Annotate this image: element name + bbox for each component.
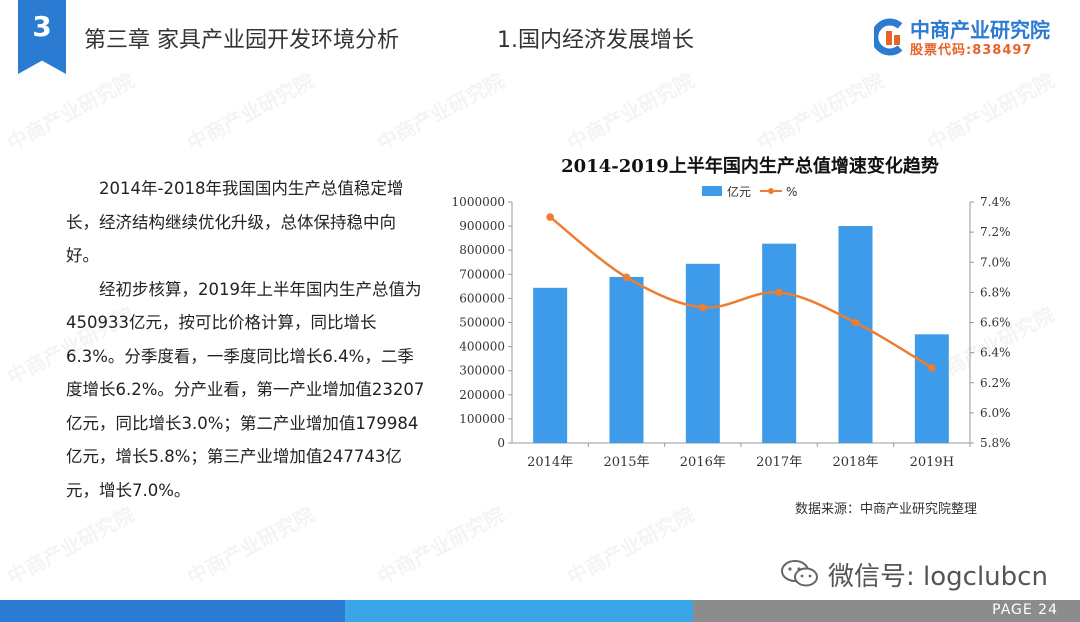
chapter-title: 第三章 家具产业园开发环境分析 [84, 28, 399, 53]
paragraph: 经初步核算，2019年上半年国内生产总值为450933亿元，按可比价格计算，同比… [66, 279, 425, 500]
watermark: 中商产业研究院 [373, 68, 509, 156]
line-point [775, 288, 783, 297]
watermark: 中商产业研究院 [3, 502, 139, 590]
bar [685, 263, 720, 443]
y-tick-label-left: 1000000 [452, 195, 505, 209]
series-line-percent [549, 216, 933, 369]
watermark: 中商产业研究院 [373, 502, 509, 590]
logo-name: 中商产业研究院 [910, 18, 1050, 42]
y-tick-label-right: 6.2% [980, 376, 1011, 390]
x-tick-label: 2016年 [680, 455, 726, 470]
line-point [851, 318, 860, 327]
y-tick-label-right: 6.0% [980, 406, 1011, 420]
y-tick-label-right: 6.8% [980, 285, 1011, 299]
footer-bar [693, 600, 1080, 622]
legend-label-bar: 亿元 [727, 184, 751, 199]
y-tick-label-left: 100000 [459, 412, 505, 426]
y-tick-label-left: 300000 [459, 364, 505, 378]
body-text: 2014年-2018年我国国内生产总值稳定增长，经济结构继续优化升级，总体保持稳… [66, 172, 426, 507]
bar [609, 276, 644, 443]
line-point [546, 213, 554, 221]
chapter-number: 3 [32, 10, 52, 43]
source-note: 数据来源：中商产业研究院整理 [795, 502, 978, 517]
legend-swatch-bar [702, 186, 722, 196]
section-title: 1.国内经济发展增长 [497, 28, 694, 53]
line-point [699, 303, 707, 312]
y-tick-label-right: 6.6% [980, 316, 1011, 330]
paragraph: 2014年-2018年我国国内生产总值稳定增长，经济结构继续优化升级，总体保持稳… [66, 179, 404, 265]
bar [914, 334, 949, 443]
footer-bar [0, 600, 345, 622]
footer-bar [345, 600, 693, 622]
watermark: 中商产业研究院 [3, 68, 139, 156]
y-tick-label-right: 7.4% [980, 195, 1011, 209]
y-tick-label-right: 5.8% [980, 436, 1011, 450]
bar [533, 287, 568, 443]
watermark: 中商产业研究院 [183, 68, 319, 156]
watermark: 中商产业研究院 [183, 502, 319, 590]
chart-title: 2014-2019上半年国内生产总值增速变化趋势 [561, 156, 939, 177]
x-tick-label: 2019H [910, 455, 954, 470]
logo-c-icon [874, 18, 903, 56]
company-logo: 中商产业研究院 股票代码:838497 [874, 14, 1064, 60]
line-point [928, 363, 936, 372]
y-tick-label-right: 7.2% [980, 225, 1011, 239]
legend-swatch-point [768, 188, 774, 194]
watermark: 中商产业研究院 [563, 68, 699, 156]
watermark: 中商产业研究院 [563, 502, 699, 590]
gdp-chart: 0 100000 200000 300000 400000 500000 600000 700… [452, 184, 1011, 470]
bar [762, 243, 797, 443]
wechat-mark: 微信号: logclubcn [780, 556, 1060, 592]
logo-stock-code: 股票代码:838497 [910, 43, 1033, 58]
y-tick-label-left: 200000 [459, 388, 505, 402]
y-tick-label-left: 800000 [459, 243, 505, 257]
watermark: 中商产业研究院 [753, 68, 889, 156]
x-tick-label: 2015年 [603, 455, 649, 470]
x-tick-label: 2018年 [832, 455, 878, 470]
wechat-label: 微信号: logclubcn [828, 561, 1048, 592]
watermark: 中商产业研究院 [923, 68, 1059, 156]
line-point [622, 273, 631, 282]
wechat-icon [781, 560, 818, 587]
bar [838, 226, 873, 443]
y-tick-label-left: 600000 [459, 291, 505, 305]
y-tick-label-right: 6.4% [980, 346, 1011, 360]
x-tick-label: 2014年 [527, 455, 573, 470]
y-tick-label-left: 500000 [459, 316, 505, 330]
chapter-badge: 3 [18, 0, 66, 74]
y-tick-label-left: 900000 [459, 219, 505, 233]
y-tick-label-left: 0 [497, 436, 505, 450]
x-tick-label: 2017年 [756, 455, 802, 470]
legend-label-line: % [786, 185, 797, 199]
page-number: PAGE 24 [992, 602, 1058, 618]
y-tick-label-right: 7.0% [980, 255, 1011, 269]
y-tick-label-left: 400000 [459, 340, 505, 354]
y-tick-label-left: 700000 [459, 267, 505, 281]
